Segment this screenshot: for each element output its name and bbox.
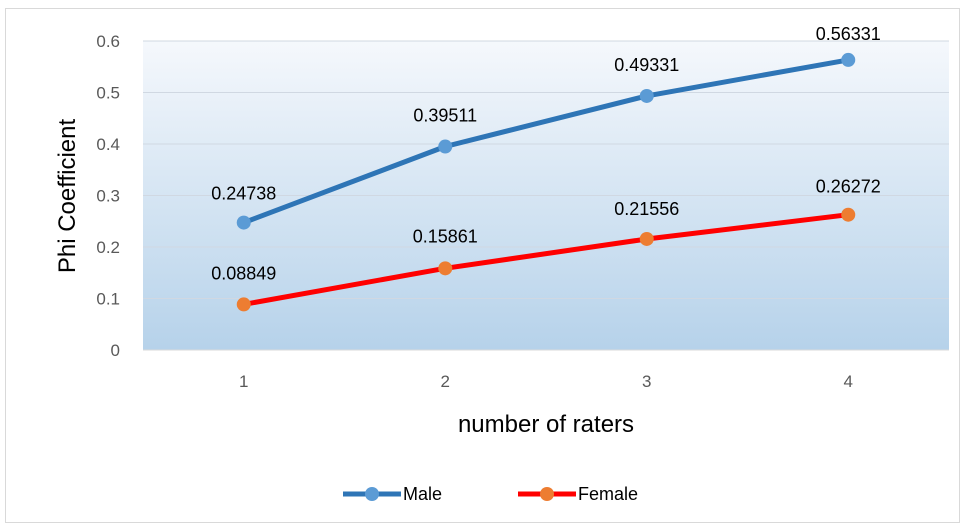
data-label-male: 0.24738 bbox=[211, 184, 276, 204]
legend-item-female: Female bbox=[518, 484, 638, 504]
y-tick-label: 0.4 bbox=[96, 135, 120, 154]
data-label-female: 0.15861 bbox=[413, 226, 478, 246]
x-axis-ticks: 1 2 3 4 bbox=[239, 372, 853, 391]
series-line-female bbox=[241, 212, 851, 307]
legend-label: Male bbox=[403, 484, 442, 504]
y-axis-ticks: 0 0.1 0.2 0.3 0.4 0.5 0.6 bbox=[96, 32, 120, 360]
legend-item-male: Male bbox=[343, 484, 442, 504]
x-tick-label: 4 bbox=[844, 372, 853, 391]
y-tick-label: 0.2 bbox=[96, 238, 120, 257]
y-tick-label: 0.6 bbox=[96, 32, 120, 51]
data-point-male bbox=[639, 88, 654, 103]
y-axis-title: Phi Coefficient bbox=[54, 119, 81, 274]
legend-marker-swatch bbox=[365, 487, 379, 501]
data-point-female bbox=[236, 297, 251, 312]
legend: Male Female bbox=[343, 484, 638, 504]
data-label-female: 0.21556 bbox=[614, 199, 679, 219]
legend-marker-swatch bbox=[540, 487, 554, 501]
y-tick-label: 0.3 bbox=[96, 187, 120, 206]
x-tick-label: 2 bbox=[441, 372, 450, 391]
series-line-male bbox=[241, 57, 851, 226]
data-point-male bbox=[841, 52, 856, 67]
x-axis-title: number of raters bbox=[458, 411, 634, 438]
data-label-male: 0.39511 bbox=[413, 106, 477, 126]
y-tick-label: 0.1 bbox=[96, 290, 120, 309]
legend-label: Female bbox=[578, 484, 638, 504]
x-tick-label: 3 bbox=[642, 372, 651, 391]
y-tick-label: 0.5 bbox=[96, 84, 120, 103]
data-point-male bbox=[438, 139, 453, 154]
x-tick-label: 1 bbox=[239, 372, 248, 391]
data-label-female: 0.26272 bbox=[816, 177, 881, 197]
y-tick-label: 0 bbox=[111, 341, 120, 360]
series-group bbox=[236, 52, 856, 312]
data-label-male: 0.56331 bbox=[816, 24, 881, 44]
data-label-male: 0.49331 bbox=[614, 55, 679, 75]
data-point-female bbox=[639, 231, 654, 246]
data-point-female bbox=[438, 261, 453, 276]
data-point-female bbox=[841, 207, 856, 222]
data-labels: 0.24738 0.39511 0.49331 0.56331 0.08849 0.158… bbox=[211, 24, 881, 284]
data-label-female: 0.08849 bbox=[211, 263, 276, 283]
data-point-male bbox=[236, 215, 251, 230]
